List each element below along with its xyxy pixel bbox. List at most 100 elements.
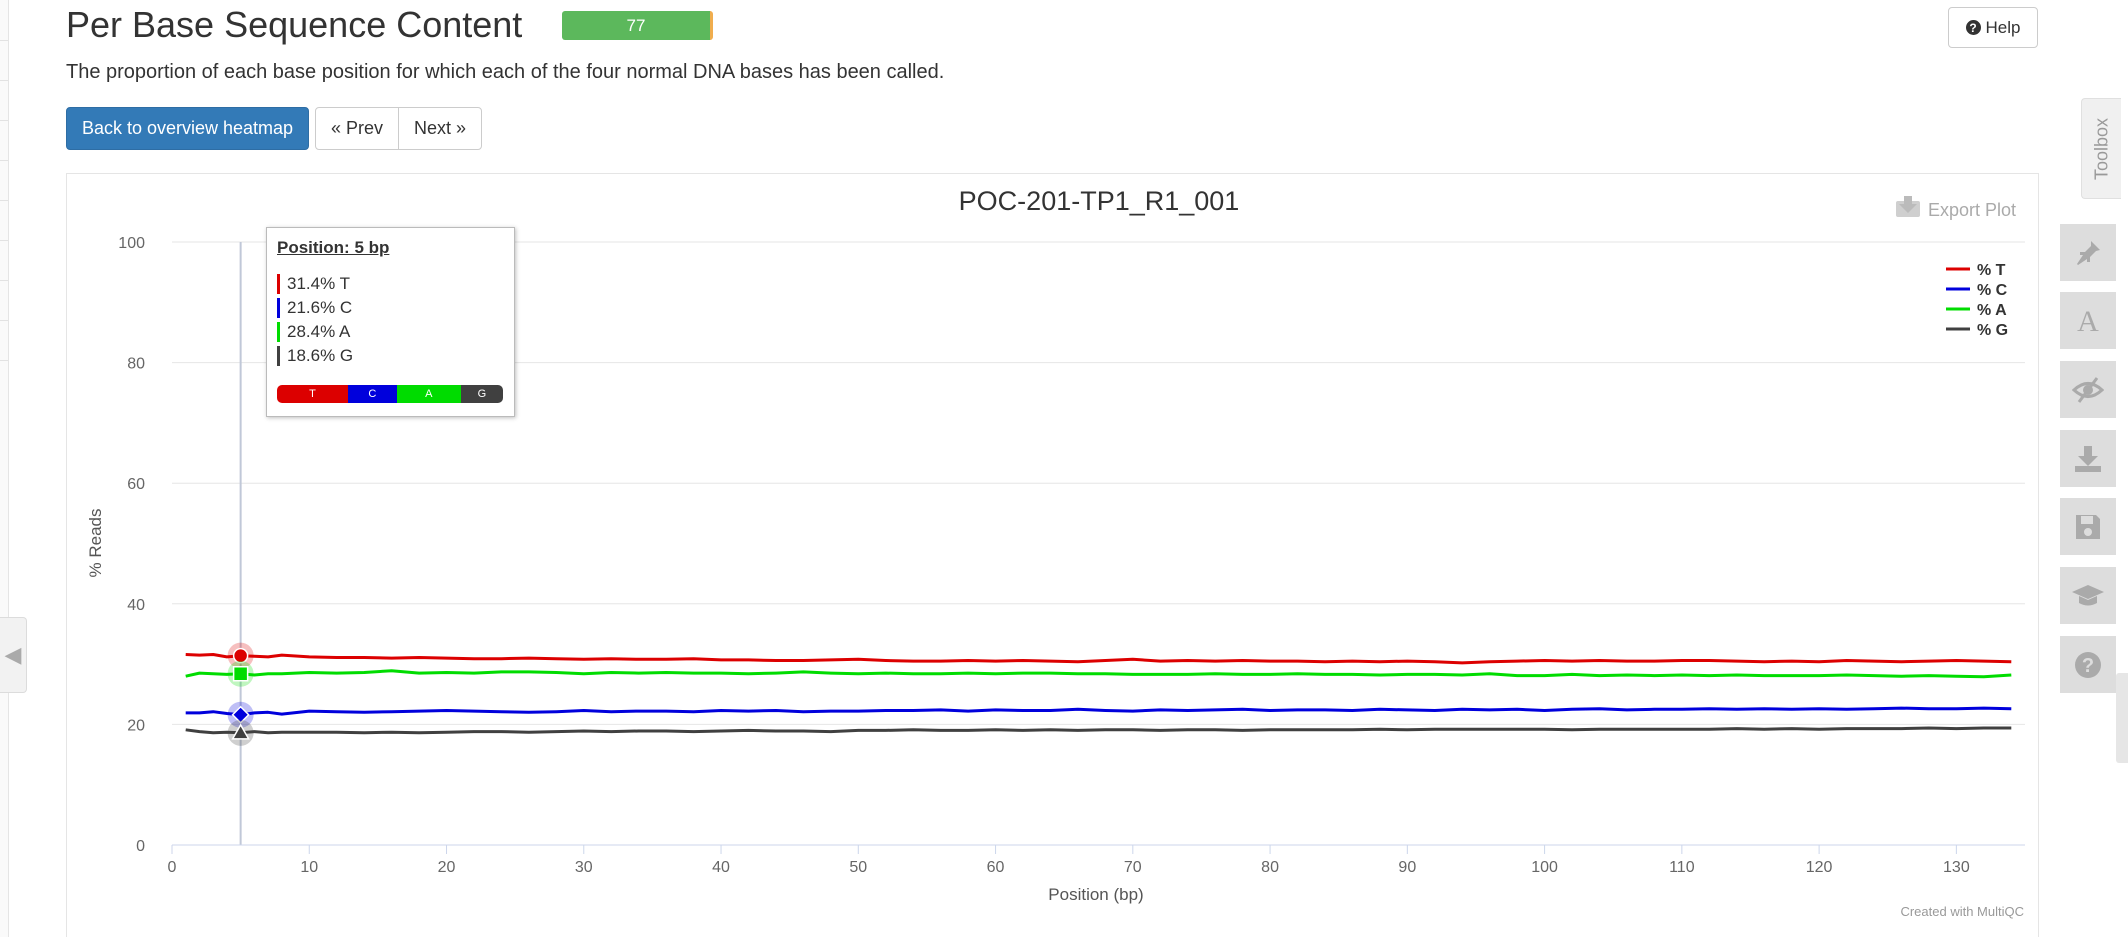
legend-item-label: % G — [1977, 322, 2008, 339]
sidebar-divider — [0, 120, 8, 121]
next-button[interactable]: Next » — [398, 107, 482, 150]
left-sidebar-edge — [0, 0, 9, 937]
y-tick-label: 0 — [136, 838, 145, 855]
x-axis-title: Position (bp) — [1048, 885, 1143, 904]
tooltip-row-label: 31.4% T — [287, 274, 351, 293]
x-tick-label: 120 — [1806, 859, 1833, 876]
font-icon: A — [2077, 306, 2099, 336]
toolbox-tab-label: Toolbox — [2091, 117, 2111, 180]
tooltip-composition-bar: T C A G — [277, 385, 503, 403]
toolbox-tab[interactable]: Toolbox — [2081, 98, 2121, 199]
svg-text:?: ? — [2082, 655, 2094, 677]
save-tool-button[interactable] — [2060, 498, 2116, 555]
hover-point — [232, 665, 249, 682]
graduation-cap-icon — [2072, 584, 2104, 605]
sidebar-divider — [0, 40, 8, 41]
legend-item-label: % C — [1977, 282, 2008, 299]
tooltip-swatch — [277, 298, 280, 318]
x-tick-label: 100 — [1531, 859, 1558, 876]
sidebar-divider — [0, 160, 8, 161]
floppy-icon — [2076, 514, 2100, 539]
download-icon — [2075, 445, 2101, 472]
sidebar-divider — [0, 200, 8, 201]
sidebar-toggle-handle[interactable]: ◀ — [0, 617, 27, 693]
x-tick-label: 40 — [712, 859, 730, 876]
credit-text: Created with MultiQC — [1900, 904, 2024, 919]
hover-point — [231, 705, 250, 724]
y-tick-label: 100 — [118, 235, 145, 252]
hide-tool-button[interactable] — [2060, 361, 2116, 418]
tooltip-row-t: 31.4% T — [277, 274, 350, 294]
hover-tooltip: Position: 5 bp 31.4% T 21.6% C 28.4% A 1… — [266, 227, 515, 417]
eye-slash-icon — [2072, 376, 2104, 403]
legend-item-label: % T — [1977, 262, 2006, 279]
help-button-label: Help — [1985, 17, 2021, 37]
scroll-handle[interactable] — [2116, 673, 2128, 763]
tooltip-row-label: 21.6% C — [287, 298, 353, 317]
tooltip-row-label: 28.4% A — [287, 322, 351, 341]
x-tick-label: 80 — [1261, 859, 1279, 876]
x-tick-label: 110 — [1669, 859, 1695, 876]
export-tool-button[interactable] — [2060, 430, 2116, 487]
hover-point — [232, 647, 249, 664]
export-plot-button[interactable]: Export Plot — [1896, 196, 2016, 220]
highlight-tool-button[interactable] — [2060, 224, 2116, 281]
x-tick-label: 60 — [987, 859, 1005, 876]
composition-segment-t: T — [277, 385, 348, 403]
pin-icon — [2077, 240, 2100, 265]
about-tool-button[interactable]: ? — [2060, 636, 2116, 693]
x-tick-label: 20 — [438, 859, 456, 876]
chart-legend: % T % C % A % G — [1946, 262, 2008, 339]
composition-segment-g: G — [460, 385, 503, 403]
y-tick-label: 80 — [127, 356, 145, 373]
sidebar-divider — [0, 80, 8, 81]
series-line-0 — [185, 653, 2012, 665]
y-tick-label: 40 — [127, 597, 145, 614]
tooltip-swatch — [277, 346, 280, 366]
section-description: The proportion of each base position for… — [66, 61, 945, 83]
y-tick-label: 20 — [127, 717, 145, 734]
tooltip-row-a: 28.4% A — [277, 322, 350, 342]
tooltip-swatch — [277, 274, 280, 294]
series-line-1 — [185, 706, 2012, 717]
question-icon: ? — [2075, 651, 2101, 678]
page-title: Per Base Sequence Content — [66, 4, 523, 45]
export-plot-label: Export Plot — [1928, 200, 2016, 220]
svg-text:A: A — [2077, 306, 2099, 336]
x-tick-label: 10 — [300, 859, 318, 876]
rename-tool-button[interactable]: A — [2060, 292, 2116, 349]
tooltip-row-g: 18.6% G — [277, 346, 353, 366]
sidebar-divider — [0, 240, 8, 241]
y-tick-label: 60 — [127, 476, 145, 493]
tooltip-row-c: 21.6% C — [277, 298, 352, 318]
axes: 0 20 40 60 80 100 0 10 20 30 40 50 60 70 80 90 100 110 120… — [118, 235, 2025, 876]
caret-left-icon: ◀ — [4, 642, 22, 667]
sidebar-divider — [0, 320, 8, 321]
series-line-3 — [185, 726, 2012, 735]
sidebar-divider — [0, 360, 8, 361]
question-circle-icon: ? — [1965, 20, 1981, 35]
back-to-heatmap-button[interactable]: Back to overview heatmap — [66, 107, 309, 150]
help-button[interactable]: ? Help — [1948, 7, 2038, 48]
prev-button[interactable]: « Prev — [315, 107, 399, 150]
series-lines — [185, 653, 2012, 735]
tutorial-tool-button[interactable] — [2060, 567, 2116, 624]
y-axis-title: % Reads — [86, 509, 105, 578]
tooltip-row-label: 18.6% G — [287, 346, 354, 365]
chart-title: POC-201-TP1_R1_001 — [959, 186, 1240, 216]
tooltip-swatch — [277, 322, 280, 342]
tooltip-title: Position: 5 bp — [277, 238, 390, 257]
hover-markers — [227, 642, 254, 746]
status-badge: 77 — [562, 11, 713, 40]
legend-item-label: % A — [1977, 302, 2007, 319]
composition-segment-a: A — [396, 385, 461, 403]
series-line-2 — [185, 669, 2012, 679]
x-tick-label: 30 — [575, 859, 593, 876]
x-tick-label: 0 — [168, 859, 177, 876]
download-icon — [1896, 196, 1920, 217]
x-tick-label: 90 — [1398, 859, 1416, 876]
composition-segment-c: C — [347, 385, 397, 403]
x-tick-label: 130 — [1943, 859, 1970, 876]
